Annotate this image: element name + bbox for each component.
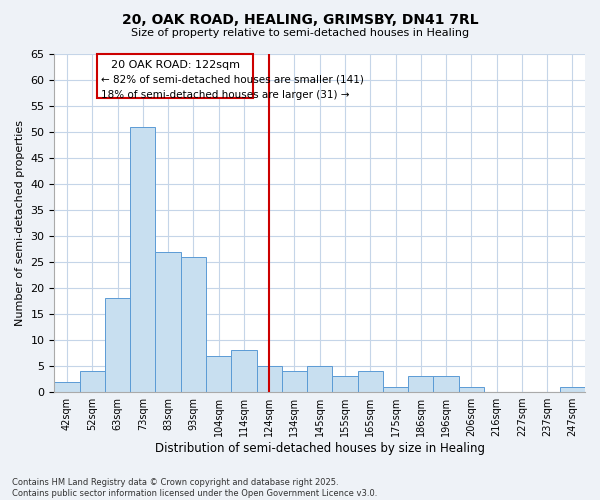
Bar — [55, 382, 80, 392]
Bar — [206, 356, 231, 392]
Bar — [181, 257, 206, 392]
Y-axis label: Number of semi-detached properties: Number of semi-detached properties — [15, 120, 25, 326]
Bar — [408, 376, 433, 392]
Text: Contains HM Land Registry data © Crown copyright and database right 2025.
Contai: Contains HM Land Registry data © Crown c… — [12, 478, 377, 498]
Bar — [282, 372, 307, 392]
Bar — [458, 387, 484, 392]
Bar — [383, 387, 408, 392]
Text: Size of property relative to semi-detached houses in Healing: Size of property relative to semi-detach… — [131, 28, 469, 38]
Bar — [231, 350, 257, 392]
Text: 20, OAK ROAD, HEALING, GRIMSBY, DN41 7RL: 20, OAK ROAD, HEALING, GRIMSBY, DN41 7RL — [122, 12, 478, 26]
Bar — [358, 372, 383, 392]
Text: ← 82% of semi-detached houses are smaller (141): ← 82% of semi-detached houses are smalle… — [101, 75, 364, 85]
Bar — [257, 366, 282, 392]
Text: 20 OAK ROAD: 122sqm: 20 OAK ROAD: 122sqm — [110, 60, 239, 70]
FancyBboxPatch shape — [97, 54, 253, 98]
Bar — [433, 376, 458, 392]
Bar — [155, 252, 181, 392]
Bar — [105, 298, 130, 392]
Text: 18% of semi-detached houses are larger (31) →: 18% of semi-detached houses are larger (… — [101, 90, 350, 101]
X-axis label: Distribution of semi-detached houses by size in Healing: Distribution of semi-detached houses by … — [155, 442, 485, 455]
Bar — [80, 372, 105, 392]
Bar — [130, 127, 155, 392]
Bar — [307, 366, 332, 392]
Bar — [560, 387, 585, 392]
Bar — [332, 376, 358, 392]
